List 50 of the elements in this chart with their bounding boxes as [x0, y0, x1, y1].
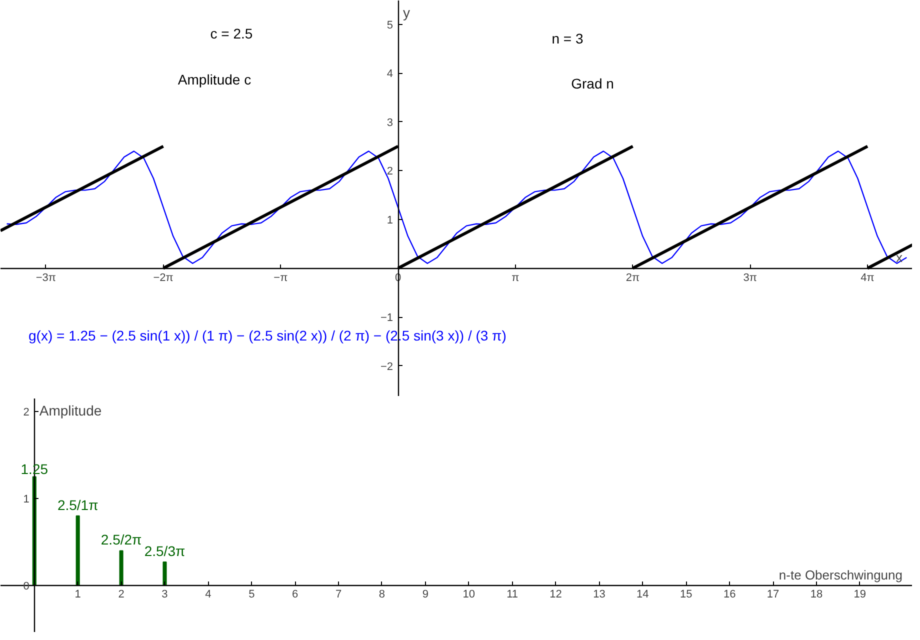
x-tick-label: 14 — [636, 588, 649, 601]
x-tick-label: 19 — [854, 588, 866, 601]
x-tick-label: π — [512, 272, 520, 284]
bar — [119, 550, 124, 586]
x-tick-label: 16 — [723, 588, 736, 601]
x-tick-label: 12 — [550, 588, 562, 601]
x-tick-label: −3π — [36, 272, 56, 284]
y-tick-label: 1 — [386, 214, 394, 226]
annotation: n = 3 — [552, 30, 584, 46]
x-tick-label: 7 — [335, 588, 342, 601]
annotation: Grad n — [571, 76, 614, 92]
x-tick-label: 18 — [810, 588, 823, 601]
x-tick-label: 11 — [506, 588, 518, 601]
x-tick-label: −π — [274, 272, 288, 284]
bar — [76, 515, 80, 586]
x-tick-label: 3π — [743, 272, 758, 284]
y-tick-label: 2 — [386, 166, 394, 178]
x-tick-label: 1 — [74, 588, 81, 601]
y-tick-label: −2 — [380, 360, 394, 373]
bar — [162, 562, 167, 586]
annotation: c = 2.5 — [210, 26, 253, 42]
x-tick-label: 5 — [248, 588, 255, 601]
data-label: 2.5/1π — [57, 496, 99, 513]
line-series — [6, 150, 908, 264]
x-axis-title: x — [896, 250, 903, 266]
x-tick-label: 4π — [860, 272, 875, 284]
y-tick-label: 4 — [386, 68, 394, 80]
data-label: 2.5/3π — [144, 543, 186, 560]
y-tick-label: −1 — [380, 312, 394, 324]
x-tick-label: 6 — [292, 588, 298, 601]
annotation: Amplitude c — [178, 72, 252, 88]
x-tick-label: 3 — [162, 588, 168, 601]
data-label: 2.5/2π — [100, 532, 142, 548]
y-tick-label: 3 — [386, 116, 394, 129]
y-axis-title: Amplitude — [39, 402, 102, 418]
x-tick-label: 13 — [593, 588, 606, 601]
y-tick-label: 1 — [23, 494, 30, 506]
x-tick-label: 8 — [378, 588, 386, 601]
x-axis-title: n-te Oberschwingung — [778, 568, 903, 583]
x-tick-label: 4 — [205, 588, 212, 601]
y-tick-label: 5 — [386, 19, 394, 32]
x-tick-label: −2π — [153, 272, 174, 284]
x-tick-label: 10 — [462, 588, 476, 601]
y-tick-label: 2 — [23, 406, 30, 419]
x-tick-label: 2π — [626, 272, 640, 284]
x-tick-label: 15 — [680, 588, 692, 601]
x-tick-label: 9 — [422, 588, 428, 601]
x-tick-label: 2 — [118, 588, 124, 601]
x-tick-label: 17 — [766, 588, 780, 601]
y-axis-title: y — [403, 4, 410, 20]
